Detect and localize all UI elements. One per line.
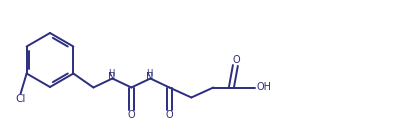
Text: OH: OH <box>257 82 272 93</box>
Text: N: N <box>146 72 153 82</box>
Text: H: H <box>108 69 115 77</box>
Text: O: O <box>233 55 240 65</box>
Text: O: O <box>166 110 173 120</box>
Text: H: H <box>146 69 152 77</box>
Text: O: O <box>128 110 135 120</box>
Text: Cl: Cl <box>15 94 26 104</box>
Text: N: N <box>108 72 115 82</box>
